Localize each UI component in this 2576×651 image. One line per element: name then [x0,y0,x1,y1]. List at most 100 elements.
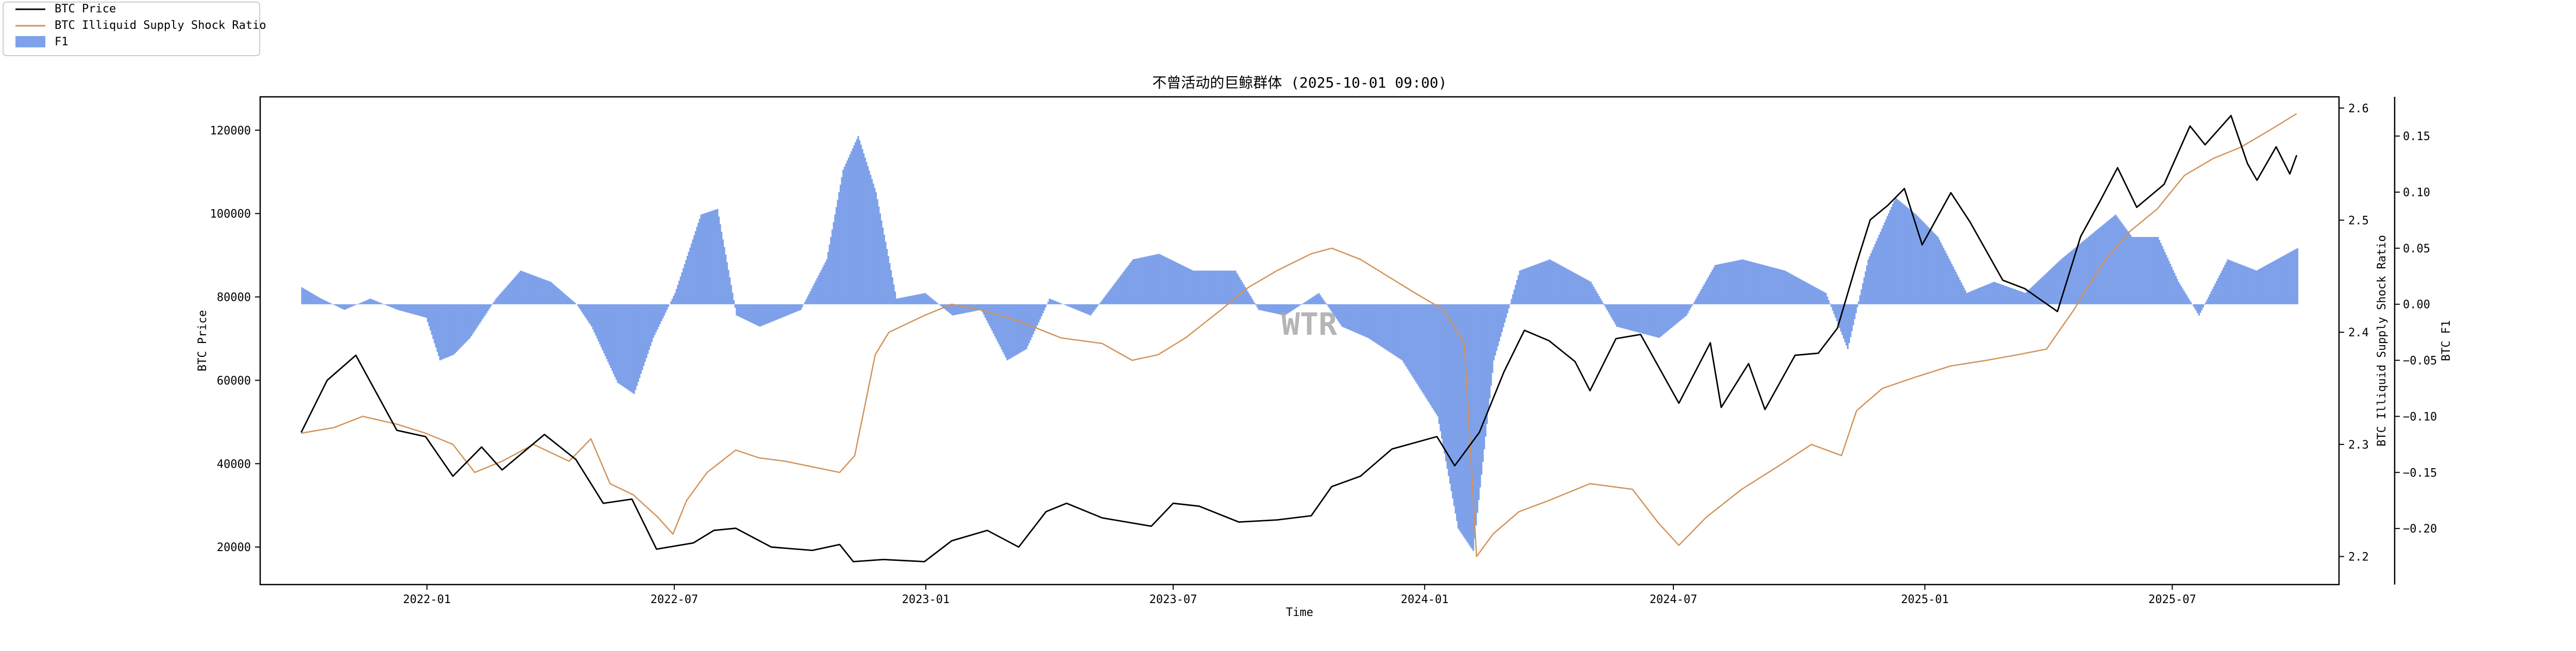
f1-bar [666,304,668,310]
f1-bar [1819,290,1822,304]
f1-bar [1248,294,1250,304]
f1-bar [2284,254,2286,304]
f1-bar [1367,304,1369,338]
f1-bar [590,304,593,327]
f1-bar [637,304,639,382]
x-tick-label: 2024-07 [1650,593,1698,606]
f1-bar [2227,259,2229,304]
f1-bar [2012,288,2014,304]
f1-bar [1370,304,1372,340]
f1-bar [539,278,541,304]
f1-bar [1706,279,1708,304]
f1-bar [693,235,696,304]
f1-bar [2143,237,2145,304]
f1-bar [1267,304,1269,312]
f1-bar [1750,261,1752,304]
f1-bar [1904,205,1906,304]
f1-bar [592,304,594,330]
f1-bar [835,207,838,304]
f1-bar [891,277,893,304]
f1-bar [1815,287,1818,304]
f1-bar [1065,304,1067,305]
f1-bar [600,304,602,348]
f1-bar [2195,304,2197,311]
f1-bar [1059,303,1062,304]
f1-bar [1728,262,1730,304]
f1-bar [1035,304,1037,329]
f1-bar [1963,287,1965,304]
f1-bar [1215,270,1217,304]
f1-bar [1029,304,1031,340]
f1-bar [2063,257,2065,304]
f1-bar [567,297,570,304]
f1-bar [1810,285,1812,304]
f1-bar [1605,304,1607,308]
f1-bar [1903,204,1905,304]
f1-bar [1252,300,1255,304]
f1-bar [889,263,891,304]
f1-bar [2080,243,2082,304]
f1-bar [713,210,715,304]
f1-bar [479,304,481,323]
f1-bar [1511,299,1513,304]
f1-bar [540,278,543,304]
f1-bar [1590,282,1592,304]
f1-bar [2287,253,2289,304]
f1-bar [1984,285,1986,304]
f1-bar [1721,263,1723,304]
f1-bar [2180,286,2182,304]
f1-bar [709,211,712,304]
f1-bar [1852,304,1854,326]
y-right2-tick-label: −0.20 [2403,523,2437,536]
f1-bar [1463,304,1465,537]
f1-bar [2113,215,2115,304]
f1-bar [1764,265,1766,304]
f1-bar [770,304,772,322]
f1-bar [1803,281,1805,304]
y-left-tick-label: 80000 [217,292,251,304]
f1-bar [756,304,758,326]
f1-bar [1618,304,1621,328]
f1-bar [1023,304,1025,351]
f1-bar [1405,304,1408,367]
f1-bar [1657,304,1659,338]
f1-bar [1918,217,1920,304]
f1-bar [1789,273,1791,304]
f1-bar [2236,263,2239,304]
f1-bar [789,304,791,315]
f1-bar [1911,211,1913,304]
f1-bar [662,304,664,318]
f1-bar [795,304,798,312]
f1-bar [1664,304,1666,334]
f1-bar [603,304,605,353]
f1-bar [1335,304,1338,319]
f1-bar [447,304,449,357]
f1-bar [1874,244,1876,304]
f1-bar [991,304,993,331]
f1-bar [473,304,476,332]
f1-bar [742,304,744,319]
f1-bar [1165,257,1167,304]
axes: 2022-01 2022-07 2023-01 2023-07 2024-01 2024-… [210,96,2437,606]
f1-bar [791,304,794,314]
f1-bar [414,304,417,315]
f1-bar [551,283,553,304]
f1-bar [1547,260,1550,304]
f1-bar [336,304,338,307]
f1-bar [454,304,456,353]
f1-bar [861,149,863,304]
f1-bar [1628,304,1630,330]
f1-bar [1781,270,1783,304]
f1-bar [1004,304,1006,355]
f1-bar [1371,304,1374,341]
f1-bar [1855,304,1857,314]
f1-bar [1094,304,1096,310]
f1-bar [786,304,788,316]
f1-bar [1702,286,1704,304]
f1-bar [1001,304,1003,350]
f1-bar [1134,259,1137,304]
f1-bar [1793,276,1795,304]
f1-bar [552,284,554,304]
f1-bar [910,296,913,304]
